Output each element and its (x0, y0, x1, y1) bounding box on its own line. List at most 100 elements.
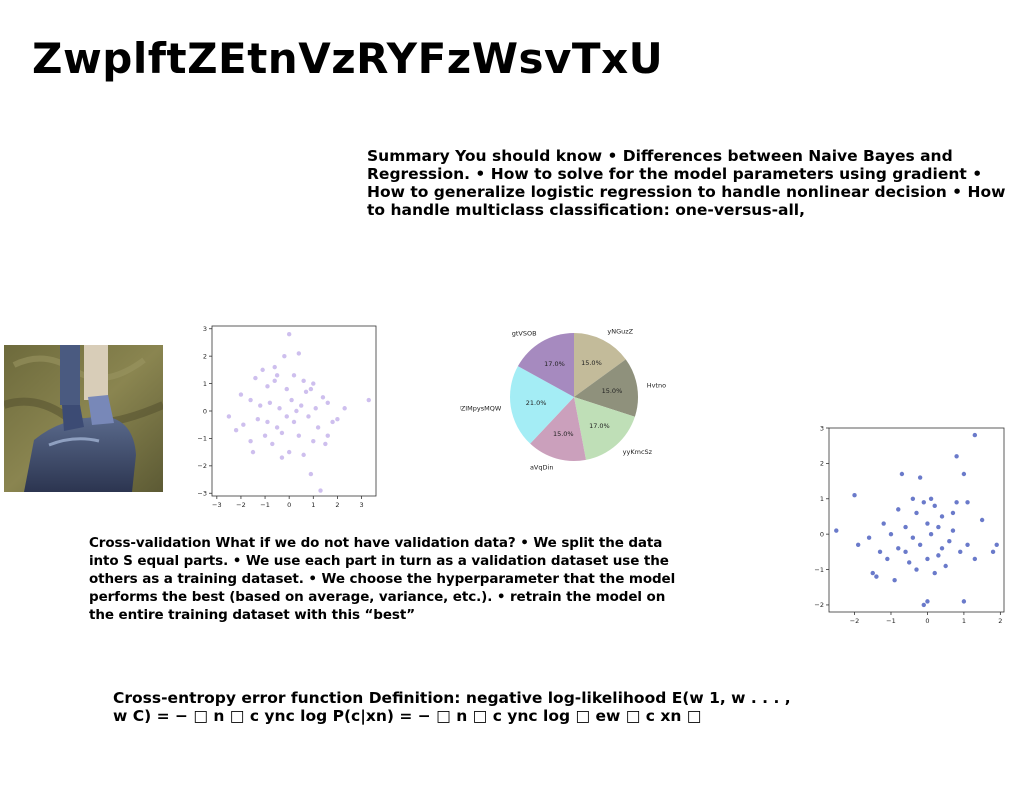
scatter1-point (289, 397, 294, 403)
scatter1-point (342, 406, 347, 411)
scatter1-point (311, 381, 316, 386)
scatter1-point (255, 417, 261, 422)
scatter2-point (950, 510, 956, 516)
scatter1-point (279, 455, 285, 460)
pie-slice (530, 397, 586, 461)
scatter1-point (274, 373, 280, 378)
scatter2-ytick-label: 0 (820, 530, 824, 538)
scatter-plot-blue: −2 −1 0 1 2 −2 −1 0 1 2 3 (814, 424, 1005, 625)
pie-slice (510, 366, 574, 444)
pie-category-label: UZIMpysMQW (460, 405, 502, 413)
scatter1-point (286, 449, 292, 455)
scatter2-point (928, 531, 934, 537)
pie-slice (574, 397, 635, 460)
scatter2-point (936, 524, 941, 530)
scatter2-ytick-label: 2 (820, 460, 824, 468)
cross-validation-text: Cross-validation What if we do not have … (89, 535, 676, 623)
scatter1-xtick-label: 1 (311, 501, 315, 509)
scatter2-point (921, 500, 926, 505)
scatter2-point (972, 432, 978, 438)
scatter1-point (335, 417, 340, 422)
scatter1-point (267, 400, 273, 405)
scatter1-point (323, 441, 328, 447)
pie-slice-percent-label: 15.0% (602, 387, 623, 395)
scatter1-xtick-label: −2 (236, 501, 246, 509)
scatter1-point (311, 438, 316, 444)
scatter2-ytick-label: 3 (820, 424, 824, 432)
photo-feet-on-rock (4, 345, 163, 492)
pie-slice-percent-label: 17.0% (544, 360, 565, 368)
scatter1-point (301, 452, 306, 458)
scatter2-point (947, 539, 952, 544)
scatter1-point (315, 425, 321, 430)
scatter2-point (910, 496, 916, 501)
scatter2-point (972, 556, 978, 562)
scatter2-point (965, 542, 970, 547)
scatter-plot-lavender: −3 −2 −1 0 1 2 3 −3 −2 −1 0 1 2 3 (198, 325, 377, 509)
scatter2-point (834, 528, 839, 533)
scatter2-ytick-label: 1 (820, 495, 824, 503)
scatter1-point (308, 471, 314, 477)
scatter2-point (914, 510, 919, 516)
pie-category-label: gtVSOB (512, 330, 537, 338)
pie-slice-percent-label: 15.0% (553, 430, 574, 438)
scatter1-point (284, 414, 289, 419)
scatter1-point (291, 373, 297, 378)
pie-slice-percent-label: 17.0% (589, 422, 610, 430)
scatter1-point (277, 406, 282, 411)
scatter1-xtick-label: 0 (287, 501, 291, 509)
scatter1-point (262, 433, 268, 438)
scatter2-point (892, 577, 897, 583)
scatter2-point (896, 546, 901, 551)
pie-category-label: aVqDin (530, 464, 554, 472)
scatter1-point (306, 414, 311, 419)
scatter1-point (260, 367, 265, 373)
scatter1-point (325, 433, 330, 438)
scatter2-point (939, 514, 945, 519)
scatter2-point (881, 521, 886, 526)
scatter1-point (296, 433, 302, 438)
scatter1-point (318, 488, 323, 493)
scatter2-xtick-label: 0 (925, 617, 929, 625)
scatter1-xtick-label: 3 (359, 501, 363, 509)
scatter2-point (921, 602, 926, 608)
scatter1-point (265, 419, 270, 425)
scatter1-ytick-label: 1 (203, 380, 207, 388)
scatter2-point (925, 556, 930, 562)
scatter2-point (943, 563, 948, 569)
scatter1-point (272, 364, 277, 370)
scatter2-point (877, 549, 883, 555)
scatter2-point (961, 599, 967, 604)
scatter1-ytick-label: −3 (198, 490, 207, 498)
scatter1-ytick-label: −1 (198, 435, 207, 443)
scatter1-axes-frame (211, 325, 377, 497)
scatter1-point (272, 378, 277, 384)
scatter2-ytick-label: −1 (814, 566, 824, 574)
scatter1-point (284, 386, 289, 392)
scatter1-point (282, 353, 287, 359)
scatter2-point (950, 528, 956, 533)
scatter2-point (925, 599, 930, 604)
scatter1-point (274, 425, 280, 430)
pie-slice-percent-label: 15.0% (581, 359, 602, 367)
scatter1-point (330, 419, 335, 425)
summary-text: Summary You should know • Differences be… (367, 147, 1006, 219)
scatter2-ytick-label: −2 (814, 601, 824, 609)
scatter1-point (366, 397, 371, 403)
scatter2-xtick-label: −1 (886, 617, 896, 625)
scatter1-point (320, 395, 326, 400)
scatter2-point (852, 493, 857, 498)
scatter1-point (286, 332, 292, 337)
scatter2-point (961, 471, 967, 477)
scatter1-point (253, 375, 258, 381)
scatter2-point (903, 549, 908, 555)
scatter1-point (248, 397, 253, 403)
scatter1-point (291, 419, 297, 425)
scatter2-point (899, 471, 905, 477)
scatter2-point (994, 542, 999, 547)
scatter2-point (866, 535, 872, 540)
scatter2-xtick-label: 1 (962, 617, 966, 625)
pie-category-label: yNGuzZ (607, 327, 633, 335)
pie-slice (574, 333, 626, 397)
scatter2-point (855, 542, 861, 547)
